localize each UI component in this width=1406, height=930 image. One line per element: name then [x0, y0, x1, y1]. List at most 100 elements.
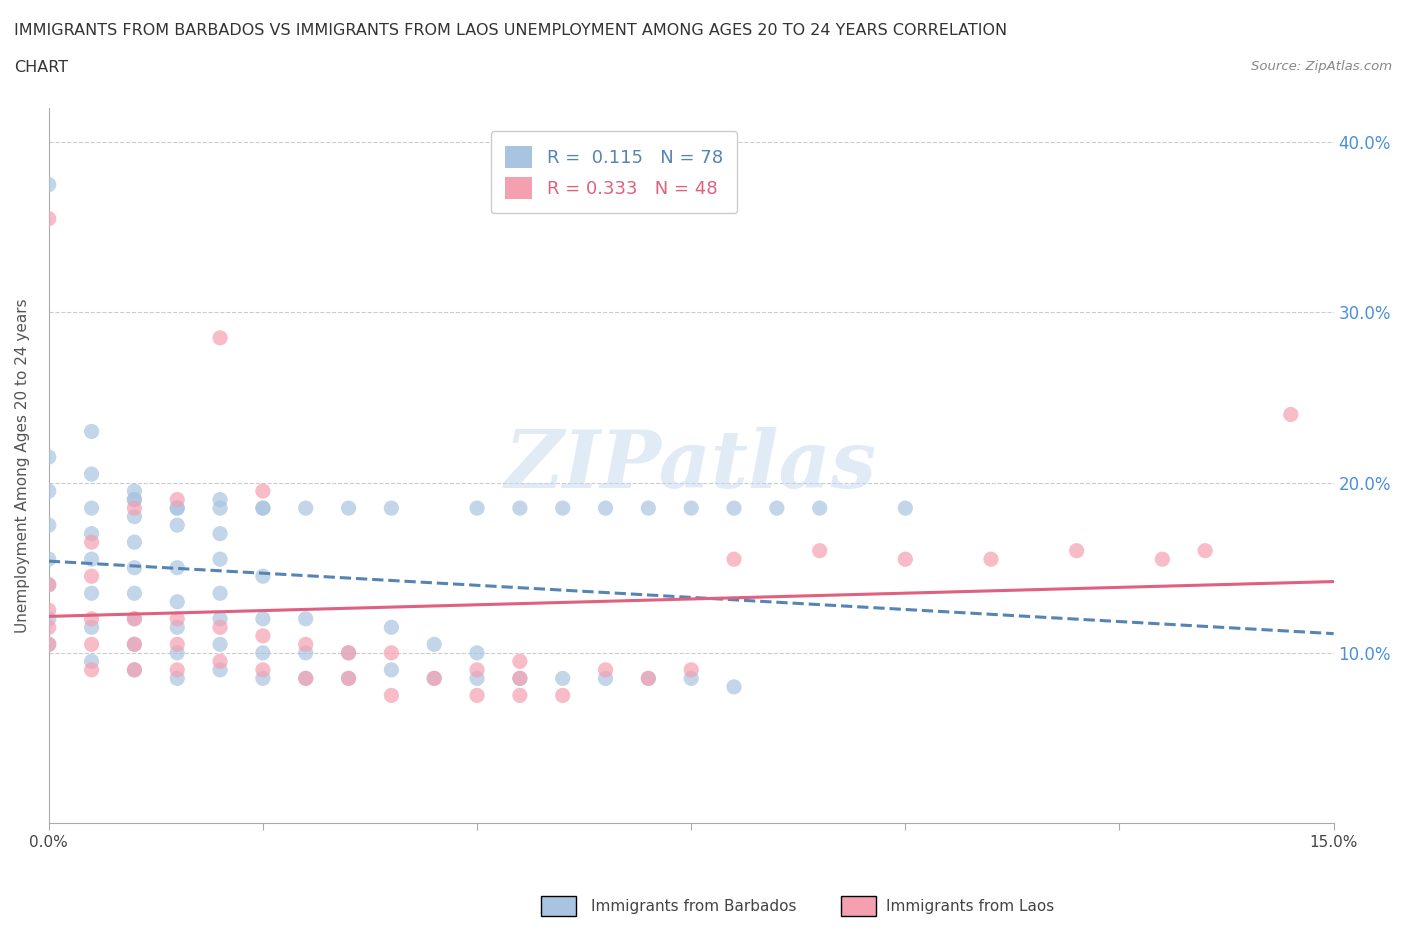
Point [166, 620, 188, 635]
Point [337, 671, 360, 685]
Point [209, 654, 232, 669]
Point [124, 492, 146, 507]
Point [337, 645, 360, 660]
Point [124, 637, 146, 652]
Point [166, 662, 188, 677]
Point [124, 637, 146, 652]
Point [80, 654, 103, 669]
Point [723, 551, 745, 566]
Point [595, 671, 617, 685]
Point [681, 500, 703, 515]
Point [337, 671, 360, 685]
Point [209, 620, 232, 635]
Point [509, 688, 531, 703]
Point [808, 543, 831, 558]
Point [637, 500, 659, 515]
Point [294, 500, 316, 515]
Point [509, 671, 531, 685]
Point [80, 551, 103, 566]
Point [38, 578, 60, 592]
Point [1066, 543, 1088, 558]
Point [38, 637, 60, 652]
FancyBboxPatch shape [841, 896, 876, 916]
Point [509, 654, 531, 669]
Point [38, 578, 60, 592]
Point [465, 688, 488, 703]
Point [38, 484, 60, 498]
Point [209, 492, 232, 507]
Point [551, 671, 574, 685]
Point [337, 500, 360, 515]
Point [337, 645, 360, 660]
Point [166, 492, 188, 507]
Point [209, 500, 232, 515]
Text: Source: ZipAtlas.com: Source: ZipAtlas.com [1251, 60, 1392, 73]
Point [80, 535, 103, 550]
Point [80, 569, 103, 584]
Point [38, 449, 60, 464]
Point [80, 526, 103, 541]
Point [681, 662, 703, 677]
Point [166, 611, 188, 626]
Point [380, 688, 402, 703]
Point [38, 518, 60, 533]
Point [894, 500, 917, 515]
Point [38, 620, 60, 635]
Y-axis label: Unemployment Among Ages 20 to 24 years: Unemployment Among Ages 20 to 24 years [15, 299, 30, 632]
Point [294, 645, 316, 660]
Point [1194, 543, 1216, 558]
Point [166, 560, 188, 575]
Point [209, 586, 232, 601]
Point [980, 551, 1002, 566]
Point [252, 671, 274, 685]
Point [808, 500, 831, 515]
Point [551, 688, 574, 703]
Point [38, 637, 60, 652]
Legend: R =  0.115   N = 78, R = 0.333   N = 48: R = 0.115 N = 78, R = 0.333 N = 48 [491, 131, 737, 213]
Point [166, 637, 188, 652]
Point [252, 645, 274, 660]
Point [294, 671, 316, 685]
Point [80, 637, 103, 652]
Point [209, 551, 232, 566]
Point [252, 629, 274, 644]
Point [124, 586, 146, 601]
Point [465, 662, 488, 677]
Text: Immigrants from Barbados: Immigrants from Barbados [591, 899, 796, 914]
Point [124, 500, 146, 515]
Point [423, 671, 446, 685]
Point [423, 671, 446, 685]
Point [124, 560, 146, 575]
Text: IMMIGRANTS FROM BARBADOS VS IMMIGRANTS FROM LAOS UNEMPLOYMENT AMONG AGES 20 TO 2: IMMIGRANTS FROM BARBADOS VS IMMIGRANTS F… [14, 23, 1007, 38]
Point [252, 611, 274, 626]
Point [1279, 407, 1302, 422]
Point [595, 662, 617, 677]
Point [294, 637, 316, 652]
Point [766, 500, 789, 515]
Point [38, 211, 60, 226]
Point [894, 551, 917, 566]
Point [124, 611, 146, 626]
Point [509, 671, 531, 685]
Point [80, 424, 103, 439]
Text: CHART: CHART [14, 60, 67, 75]
Point [124, 662, 146, 677]
Point [166, 594, 188, 609]
Point [80, 467, 103, 482]
Point [681, 671, 703, 685]
Point [166, 645, 188, 660]
Point [80, 611, 103, 626]
Point [80, 620, 103, 635]
Point [124, 662, 146, 677]
Text: Immigrants from Laos: Immigrants from Laos [886, 899, 1054, 914]
Point [294, 671, 316, 685]
Point [38, 611, 60, 626]
Point [252, 484, 274, 498]
Point [380, 662, 402, 677]
Point [252, 662, 274, 677]
Point [465, 671, 488, 685]
Point [124, 492, 146, 507]
Point [637, 671, 659, 685]
Point [80, 500, 103, 515]
FancyBboxPatch shape [541, 896, 576, 916]
